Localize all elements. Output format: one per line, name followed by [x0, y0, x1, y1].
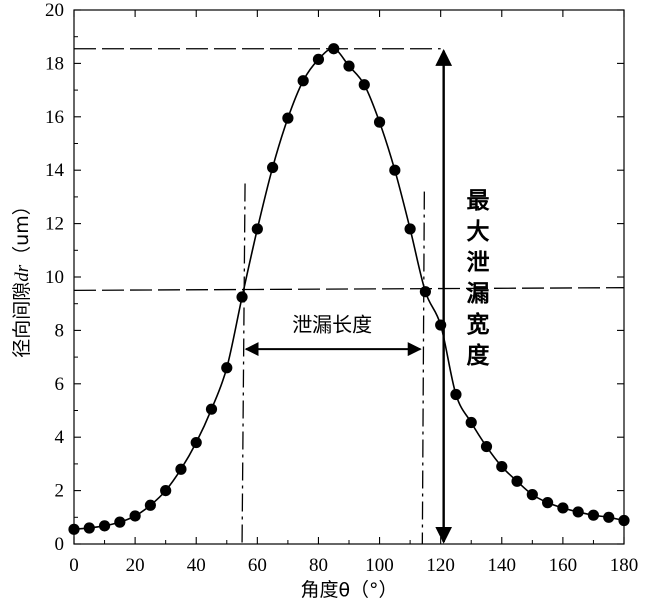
data-point	[68, 523, 80, 535]
right-cross-line	[421, 191, 425, 545]
y-tick-label: 16	[45, 107, 64, 128]
left-cross-line	[241, 183, 246, 545]
data-point	[404, 223, 416, 235]
y-tick-label: 12	[45, 214, 64, 235]
x-tick-label: 20	[126, 555, 145, 576]
x-tick-label: 140	[488, 555, 517, 576]
series-line	[73, 47, 625, 531]
data-point	[205, 403, 218, 415]
max-width-label-char: 度	[467, 342, 491, 369]
data-point	[160, 485, 172, 497]
data-point	[328, 43, 340, 55]
data-point	[419, 286, 431, 298]
data-point	[175, 463, 187, 475]
plot-frame	[73, 9, 625, 545]
data-point	[190, 436, 202, 449]
data-point	[480, 440, 493, 453]
data-point	[267, 161, 279, 174]
data-point	[373, 116, 386, 128]
data-point	[496, 460, 508, 473]
data-point	[251, 223, 263, 235]
data-point	[297, 75, 309, 87]
data-point	[587, 509, 600, 521]
series-points	[68, 43, 630, 535]
y-tick-label: 0	[55, 534, 65, 555]
y-tick-label: 8	[55, 320, 65, 341]
y-axis-title-symbol: dr	[12, 264, 33, 282]
data-point	[557, 502, 569, 514]
y-axis-ticks: 0 2 4 6 8 10 12 14 16 18 20	[45, 0, 624, 555]
y-axis-title-unit: （um）	[11, 196, 33, 265]
data-point	[98, 520, 111, 532]
max-width-label-char: 宽	[467, 311, 490, 338]
max-width-label-char: 泄	[467, 250, 490, 276]
y-tick-label: 18	[45, 53, 64, 74]
y-axis-title: 径向间隙dr（um）	[11, 196, 33, 357]
data-point	[114, 516, 126, 528]
data-point	[618, 514, 630, 527]
data-point	[526, 489, 538, 501]
x-tick-label: 40	[187, 555, 206, 576]
data-point	[282, 112, 294, 124]
data-point	[450, 388, 462, 401]
data-point	[236, 291, 248, 303]
y-tick-label: 2	[55, 481, 65, 502]
data-point	[511, 475, 523, 487]
data-point	[343, 60, 355, 72]
y-tick-label: 6	[55, 374, 65, 395]
x-tick-label: 80	[309, 555, 328, 576]
y-tick-label: 14	[45, 160, 65, 181]
x-axis-ticks: 0 20 40 60 80 100 120 140 160 180	[69, 10, 638, 576]
data-point	[358, 79, 370, 91]
max-width-label-char: 最	[467, 188, 491, 214]
data-point	[542, 497, 554, 509]
y-tick-label: 4	[55, 427, 65, 448]
max-width-label-char: 大	[467, 219, 490, 245]
data-point	[603, 511, 615, 523]
y-tick-label: 20	[45, 0, 64, 21]
x-tick-label: 160	[549, 555, 578, 576]
data-point	[572, 506, 584, 518]
data-point	[144, 499, 156, 511]
y-axis-title-prefix: 径向间隙	[11, 282, 33, 358]
x-axis-title: 角度θ（°）	[300, 579, 397, 601]
data-point	[221, 362, 233, 374]
x-tick-label: 120	[426, 555, 455, 576]
data-point	[389, 164, 401, 176]
max-width-label-char: 漏	[467, 281, 490, 307]
leak-length-label: 泄漏长度	[292, 313, 372, 337]
y-tick-label: 10	[45, 267, 64, 288]
x-tick-label: 180	[610, 555, 639, 576]
data-point	[129, 510, 141, 522]
data-point	[312, 53, 325, 65]
half-level-line	[73, 287, 625, 291]
data-point	[83, 522, 95, 534]
x-tick-label: 100	[365, 555, 394, 576]
x-tick-label: 60	[248, 555, 267, 576]
data-point	[465, 416, 477, 429]
x-tick-label: 0	[69, 555, 79, 576]
guide-lines	[73, 48, 625, 545]
